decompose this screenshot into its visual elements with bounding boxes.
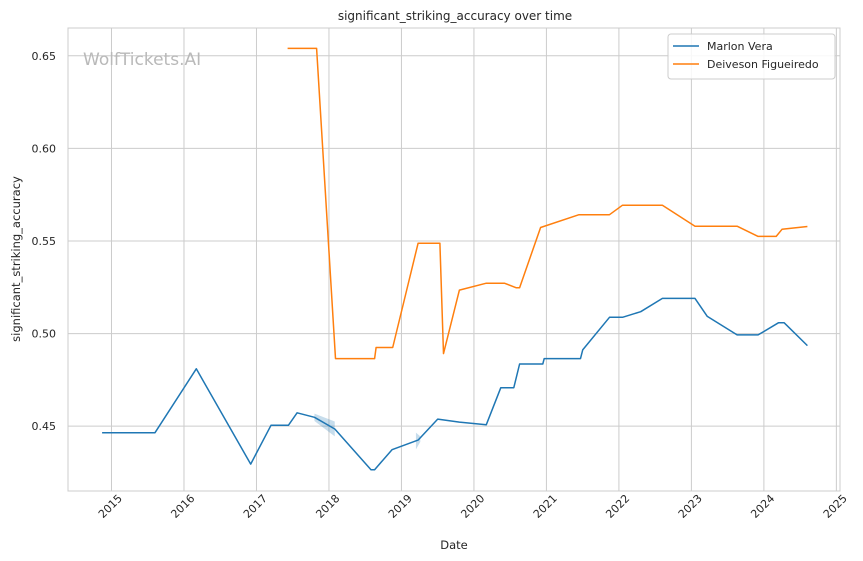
legend: Marlon Vera Deiveson Figueiredo [667,33,836,80]
confidence-band-marlon-vera-0 [314,413,335,437]
data-point-marlon-vera-30 [756,333,759,336]
data-point-marlon-vera-32 [783,321,786,324]
series-line-marlon-vera [102,297,808,471]
data-point-deiveson-figueiredo-2 [334,357,337,360]
data-point-deiveson-figueiredo-3 [373,357,376,360]
data-point-deiveson-figueiredo-9 [458,288,461,291]
data-point-marlon-vera-10 [373,468,376,471]
data-point-deiveson-figueiredo-5 [391,346,394,349]
data-point-marlon-vera-20 [543,357,546,360]
data-point-deiveson-figueiredo-22 [775,235,778,238]
legend-label-marlon-vera: Marlon Vera [707,40,773,53]
gridlines [68,28,840,491]
y-tick-label-0-65: 0.65 [32,50,57,63]
x-axis-title: Date [440,538,468,552]
data-point-marlon-vera-8 [333,427,336,430]
y-axis-ticks: 0.45 0.50 0.55 0.60 0.65 [32,50,57,433]
data-point-deiveson-figueiredo-10 [485,282,488,285]
series-line-deiveson-figueiredo [287,47,808,360]
data-point-deiveson-figueiredo-20 [735,225,738,228]
legend-label-deiveson-figueiredo: Deiveson Figueiredo [707,58,819,71]
data-point-marlon-vera-9 [369,468,372,471]
data-point-deiveson-figueiredo-14 [539,226,542,229]
data-point-marlon-vera-12 [417,438,420,441]
plot-frame [67,27,841,492]
data-point-marlon-vera-7 [313,416,316,419]
data-point-marlon-vera-31 [777,321,780,324]
y-tick-label-0-50: 0.50 [32,328,57,341]
data-point-marlon-vera-21 [579,357,582,360]
data-point-marlon-vera-26 [661,297,664,300]
data-point-marlon-vera-16 [499,386,502,389]
data-point-marlon-vera-27 [693,297,696,300]
data-point-deiveson-figueiredo-6 [417,242,420,245]
y-axis-title: significant_striking_accuracy [9,176,23,342]
series-lines [100,47,809,471]
data-point-deiveson-figueiredo-17 [621,204,624,207]
data-point-marlon-vera-13 [436,418,439,421]
data-point-deiveson-figueiredo-11 [503,282,506,285]
data-point-marlon-vera-14 [458,421,461,424]
data-point-deiveson-figueiredo-13 [518,286,521,289]
data-point-marlon-vera-4 [269,424,272,427]
data-point-marlon-vera-19 [541,362,544,365]
legend-box [667,33,836,80]
data-point-marlon-vera-0 [100,431,103,434]
data-point-deiveson-figueiredo-1 [315,47,318,50]
data-point-marlon-vera-3 [249,463,252,466]
data-point-deiveson-figueiredo-23 [780,228,783,231]
chart-title: significant_striking_accuracy over time [338,9,572,23]
data-point-deiveson-figueiredo-12 [514,286,517,289]
data-point-marlon-vera-23 [608,316,611,319]
data-point-deiveson-figueiredo-8 [442,352,445,355]
data-point-deiveson-figueiredo-16 [608,213,611,216]
data-point-deiveson-figueiredo-24 [806,225,809,228]
data-point-deiveson-figueiredo-7 [438,242,441,245]
data-point-marlon-vera-25 [639,310,642,313]
data-point-deiveson-figueiredo-4 [374,346,377,349]
data-point-deiveson-figueiredo-21 [756,235,759,238]
y-tick-label-0-55: 0.55 [32,235,57,248]
data-point-deiveson-figueiredo-19 [693,225,696,228]
watermark-text: WolfTickets.AI [83,50,201,70]
data-point-marlon-vera-1 [153,431,156,434]
data-point-marlon-vera-11 [390,448,393,451]
confidence-band-marlon-vera-1 [415,432,421,450]
data-point-deiveson-figueiredo-18 [661,204,664,207]
data-point-marlon-vera-33 [806,344,809,347]
data-point-marlon-vera-24 [621,316,624,319]
data-point-marlon-vera-28 [706,315,709,318]
y-tick-label-0-60: 0.60 [32,142,57,155]
data-point-marlon-vera-29 [735,333,738,336]
data-point-marlon-vera-2 [195,367,198,370]
data-point-marlon-vera-17 [512,386,515,389]
data-point-marlon-vera-6 [295,411,298,414]
data-point-marlon-vera-5 [287,424,290,427]
data-point-deiveson-figueiredo-0 [286,47,289,50]
data-point-marlon-vera-15 [485,423,488,426]
data-point-marlon-vera-22 [581,348,584,351]
data-point-deiveson-figueiredo-15 [577,213,580,216]
confidence-bands [314,413,421,450]
data-point-marlon-vera-18 [518,362,521,365]
y-tick-label-0-45: 0.45 [32,420,57,433]
